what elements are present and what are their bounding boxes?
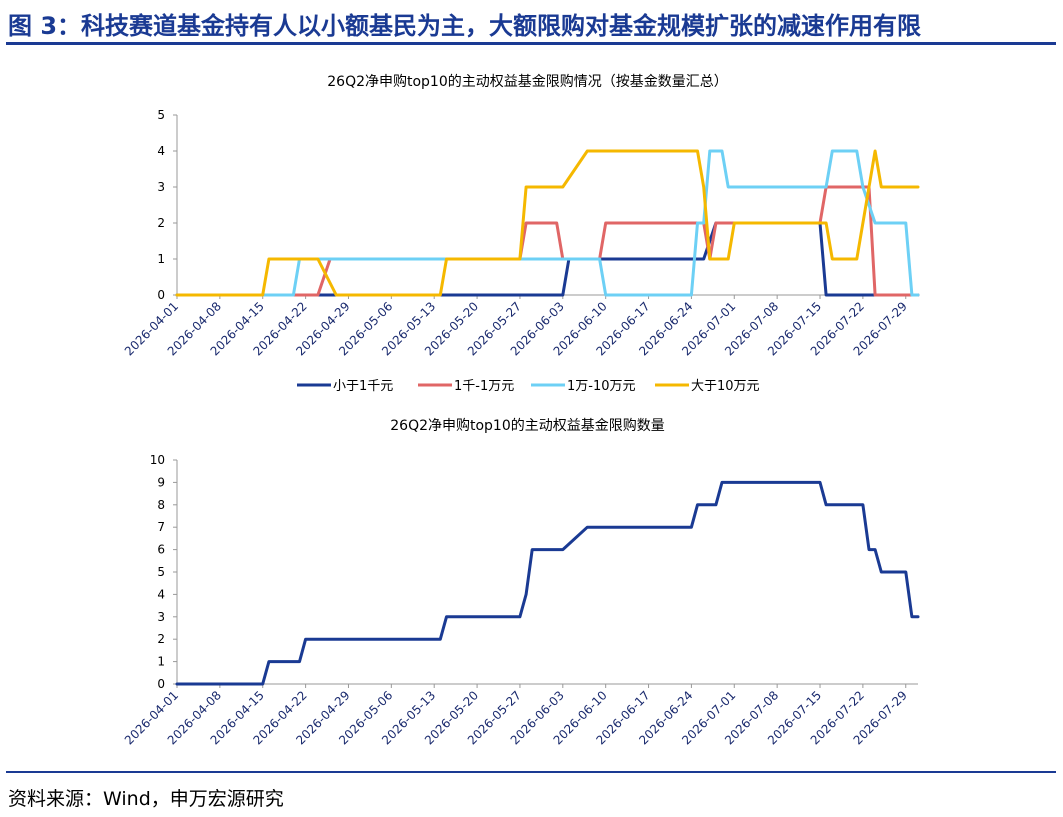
y-tick-label: 1 — [157, 252, 165, 266]
y-tick-label: 5 — [157, 565, 165, 579]
figure-title: 图 3：科技赛道基金持有人以小额基民为主，大额限购对基金规模扩张的减速作用有限 — [8, 12, 922, 40]
source-note: 资料来源：Wind，申万宏源研究 — [8, 788, 284, 810]
legend-label: 1千-1万元 — [454, 379, 514, 394]
legend-label: 1万-10万元 — [567, 379, 636, 394]
y-tick-label: 7 — [157, 520, 165, 534]
bottom-divider — [6, 771, 1056, 773]
y-tick-label: 4 — [157, 144, 165, 158]
y-tick-label: 3 — [157, 180, 165, 194]
series-line-4 — [175, 149, 920, 297]
y-tick-label: 2 — [157, 632, 165, 646]
y-tick-label: 3 — [157, 610, 165, 624]
y-tick-label: 2 — [157, 216, 165, 230]
y-tick-label: 5 — [157, 108, 165, 122]
series-line-3 — [175, 149, 920, 297]
y-tick-label: 0 — [157, 677, 165, 691]
legend-label: 小于1千元 — [333, 379, 393, 394]
y-tick-label: 8 — [157, 498, 165, 512]
y-tick-label: 4 — [157, 587, 165, 601]
chart-title: 26Q2净申购top10的主动权益基金限购情况（按基金数量汇总） — [327, 73, 728, 90]
y-tick-label: 0 — [157, 288, 165, 302]
y-tick-label: 6 — [157, 543, 165, 557]
series-line-1 — [175, 480, 920, 686]
chart-title: 26Q2净申购top10的主动权益基金限购数量 — [390, 417, 665, 434]
series-line-2 — [175, 185, 920, 297]
legend-label: 大于10万元 — [691, 379, 760, 394]
y-tick-label: 10 — [150, 453, 165, 467]
y-tick-label: 9 — [157, 475, 165, 489]
y-tick-label: 1 — [157, 655, 165, 669]
top-divider — [6, 42, 1056, 45]
